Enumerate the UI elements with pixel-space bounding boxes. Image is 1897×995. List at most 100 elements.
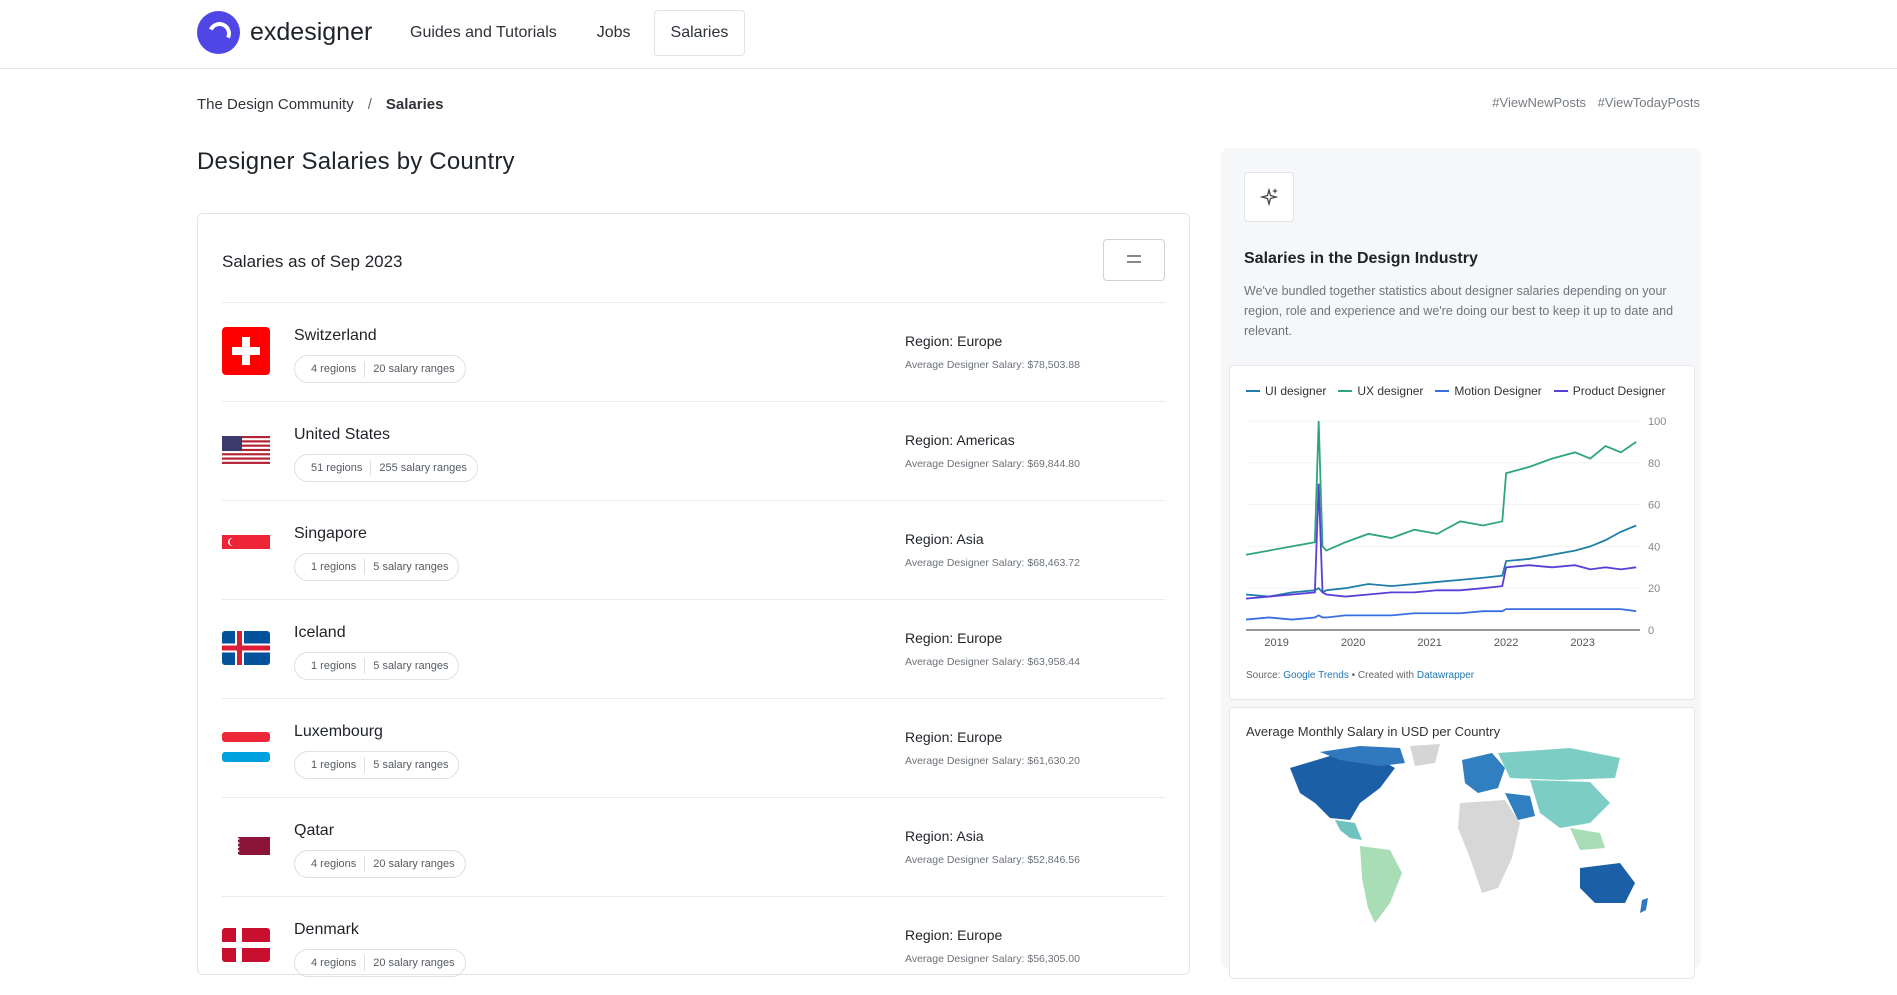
region-count-pill: 1 regions 5 salary ranges — [294, 751, 460, 779]
region-count-pill: 1 regions 5 salary ranges — [294, 652, 460, 680]
region-count-pill: 1 regions 5 salary ranges — [294, 553, 460, 581]
map-region-australia[interactable] — [1580, 863, 1635, 903]
map-region-southeast-asia[interactable] — [1570, 828, 1605, 850]
list-item[interactable]: Singapore 1 regions 5 salary ranges Regio… — [222, 500, 1165, 599]
tag-view-new-posts[interactable]: #ViewNewPosts — [1492, 95, 1586, 110]
map-region-new-zealand[interactable] — [1640, 898, 1648, 913]
brand-logo[interactable]: exdesigner — [197, 11, 372, 54]
tag-view-today-posts[interactable]: #ViewTodayPosts — [1597, 95, 1700, 110]
region-label: Region: Europe — [905, 333, 1003, 349]
nav-salaries[interactable]: Salaries — [653, 10, 746, 56]
map-region-europe[interactable] — [1462, 753, 1505, 793]
salary-ranges-count: 5 salary ranges — [373, 561, 449, 573]
salary-ranges-count: 5 salary ranges — [373, 759, 449, 771]
pill-divider — [370, 460, 372, 476]
logo-icon — [197, 11, 240, 54]
main-nav: Guides and Tutorials Jobs Salaries — [393, 10, 751, 56]
pill-divider — [364, 658, 366, 674]
map-region-middle-east[interactable] — [1505, 793, 1535, 820]
country-name[interactable]: Switzerland — [294, 327, 377, 344]
country-list: Switzerland 4 regions 20 salary ranges Re… — [222, 302, 1165, 995]
pill-divider — [364, 757, 366, 773]
region-count-pill: 4 regions 20 salary ranges — [294, 949, 466, 977]
y-tick-label: 60 — [1648, 500, 1660, 512]
chart-source: Source: Google Trends • Created with Dat… — [1246, 670, 1474, 681]
average-salary: Average Designer Salary: $63,958.44 — [905, 656, 1080, 668]
breadcrumb-current: Salaries — [385, 96, 444, 113]
list-item[interactable]: Iceland 1 regions 5 salary ranges Region:… — [222, 599, 1165, 698]
regions-count: 4 regions — [311, 858, 357, 870]
created-prefix: • Created with — [1351, 670, 1415, 681]
average-salary: Average Designer Salary: $68,463.72 — [905, 557, 1080, 569]
sidebar-title: Salaries in the Design Industry — [1244, 250, 1478, 267]
average-salary: Average Designer Salary: $52,846.56 — [905, 854, 1080, 866]
sidebar-panel: Salaries in the Design Industry We've bu… — [1221, 148, 1701, 979]
legend-item: Motion Designer — [1435, 384, 1542, 398]
country-name[interactable]: Singapore — [294, 525, 367, 542]
map-region-africa[interactable] — [1458, 800, 1520, 893]
sparkles-button[interactable] — [1244, 172, 1294, 222]
series-line-product-designer — [1245, 483, 1637, 600]
nav-guides-and-tutorials[interactable]: Guides and Tutorials — [410, 24, 557, 41]
regions-count: 4 regions — [311, 363, 357, 375]
map-region-asia[interactable] — [1530, 780, 1610, 828]
map-region-canada-north[interactable] — [1320, 746, 1405, 766]
y-tick-label: 40 — [1648, 541, 1660, 553]
map-title: Average Monthly Salary in USD per Countr… — [1246, 724, 1501, 739]
list-item[interactable]: Denmark 4 regions 20 salary ranges Region… — [222, 896, 1165, 995]
list-item[interactable]: United States 51 regions 255 salary range… — [222, 401, 1165, 500]
salary-ranges-count: 5 salary ranges — [373, 660, 449, 672]
regions-count: 51 regions — [311, 462, 363, 474]
map-region-russia[interactable] — [1498, 748, 1620, 780]
list-item[interactable]: Switzerland 4 regions 20 salary ranges Re… — [222, 302, 1165, 401]
menu-button[interactable] — [1103, 239, 1165, 281]
country-name[interactable]: Luxembourg — [294, 723, 383, 740]
salary-trends-chart-card: UI designer UX designer Motion Designer Pro… — [1229, 365, 1695, 700]
salaries-card-title: Salaries as of Sep 2023 — [222, 252, 403, 271]
breadcrumb: The Design Community / Salaries — [197, 96, 443, 113]
x-tick-label: 2020 — [1341, 637, 1365, 649]
nav-jobs[interactable]: Jobs — [596, 24, 631, 41]
average-salary: Average Designer Salary: $78,503.88 — [905, 359, 1080, 371]
datawrapper-link[interactable]: Datawrapper — [1416, 670, 1475, 681]
regions-count: 1 regions — [311, 561, 357, 573]
breadcrumb-root[interactable]: The Design Community — [197, 96, 354, 113]
y-tick-label: 0 — [1648, 625, 1654, 637]
average-salary: Average Designer Salary: $61,630.20 — [905, 755, 1080, 767]
series-line-ui-designer — [1245, 524, 1637, 598]
flag-iceland-icon — [222, 624, 270, 672]
region-count-pill: 4 regions 20 salary ranges — [294, 355, 466, 383]
legend-item: UI designer — [1246, 384, 1326, 398]
breadcrumb-separator: / — [367, 96, 372, 113]
region-label: Region: Europe — [905, 729, 1003, 745]
menu-icon — [1127, 255, 1141, 257]
map-region-greenland[interactable] — [1410, 744, 1440, 766]
pill-divider — [364, 559, 366, 575]
chart-legend: UI designer UX designer Motion Designer Pro… — [1246, 384, 1678, 398]
legend-swatch — [1246, 390, 1260, 392]
region-label: Region: Asia — [905, 531, 984, 547]
google-trends-link[interactable]: Google Trends — [1283, 670, 1349, 681]
legend-swatch — [1435, 390, 1450, 392]
region-count-pill: 4 regions 20 salary ranges — [294, 850, 466, 878]
country-name[interactable]: Iceland — [294, 624, 346, 641]
flag-singapore-icon — [222, 525, 270, 573]
map-region-central-america[interactable] — [1335, 820, 1362, 840]
average-salary: Average Designer Salary: $69,844.80 — [905, 458, 1080, 470]
flag-denmark-icon — [222, 921, 270, 969]
list-item[interactable]: Luxembourg 1 regions 5 salary ranges Regi… — [222, 698, 1165, 797]
x-tick-label: 2021 — [1417, 637, 1441, 649]
country-name[interactable]: United States — [294, 426, 391, 443]
region-label: Region: Europe — [905, 927, 1003, 943]
list-item[interactable]: Qatar 4 regions 20 salary ranges Region: … — [222, 797, 1165, 896]
legend-item: UX designer — [1338, 384, 1423, 398]
map-region-north-america[interactable] — [1290, 754, 1395, 820]
salary-ranges-count: 20 salary ranges — [373, 957, 455, 969]
flag-switzerland-icon — [222, 327, 270, 375]
country-name[interactable]: Qatar — [294, 822, 335, 839]
brand-name: exdesigner — [250, 18, 373, 46]
regions-count: 1 regions — [311, 660, 357, 672]
world-salary-map[interactable] — [1230, 708, 1694, 978]
country-name[interactable]: Denmark — [294, 921, 359, 938]
map-region-south-america[interactable] — [1360, 846, 1402, 923]
